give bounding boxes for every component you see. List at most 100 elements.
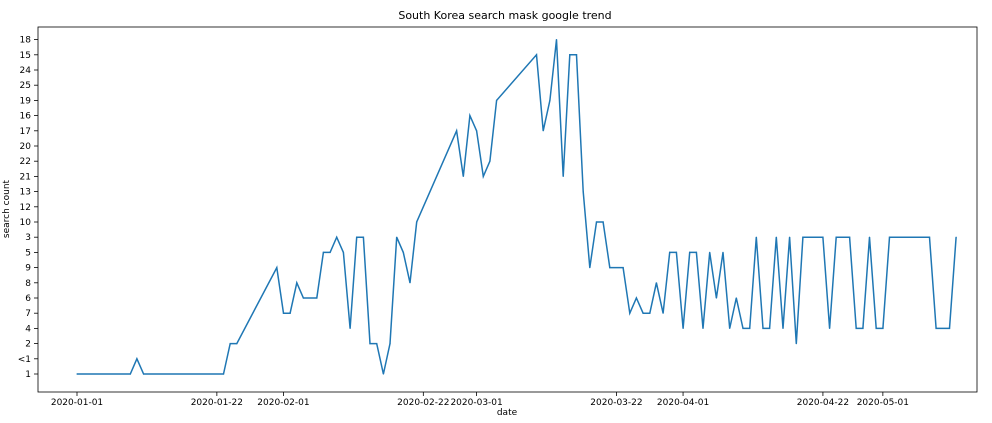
y-tick-label: 15 <box>20 51 31 61</box>
data-point <box>282 312 285 314</box>
x-tick-label: 2020-03-01 <box>450 398 502 408</box>
data-point <box>369 343 371 345</box>
data-point <box>276 267 278 269</box>
data-point <box>888 236 891 238</box>
y-tick-label: 16 <box>20 112 32 122</box>
y-tick-label: 19 <box>20 96 32 106</box>
y-tick-label: 3 <box>25 233 31 243</box>
data-point <box>296 282 298 284</box>
y-tick-label: 25 <box>20 81 31 91</box>
y-tick-label: 12 <box>20 203 31 213</box>
data-point <box>535 54 538 56</box>
data-point <box>709 251 711 253</box>
data-point <box>416 221 418 223</box>
data-point <box>948 327 951 329</box>
chart-title: South Korea search mask google trend <box>398 9 611 22</box>
data-point <box>689 251 691 253</box>
data-point <box>795 343 797 345</box>
data-point <box>229 343 231 345</box>
data-point <box>376 343 378 345</box>
data-point <box>675 251 678 253</box>
data-point <box>336 236 338 238</box>
x-tick-label: 2020-01-22 <box>191 398 243 408</box>
data-point <box>729 327 731 329</box>
data-point <box>802 236 804 238</box>
data-point <box>402 251 404 253</box>
data-point <box>649 312 651 314</box>
data-point <box>489 160 491 162</box>
data-point <box>316 297 318 299</box>
data-point <box>868 236 871 238</box>
y-tick-label: 18 <box>20 36 32 46</box>
x-tick-label: 2020-04-22 <box>797 398 849 408</box>
data-point <box>549 99 551 101</box>
x-tick-label: 2020-02-01 <box>257 398 309 408</box>
x-tick-label: 2020-03-22 <box>590 398 642 408</box>
x-axis-ticks: 2020-01-01 2020-01-22 2020-02-01 2020-02-22… <box>51 392 909 408</box>
data-point <box>396 236 398 238</box>
data-point <box>715 297 718 299</box>
data-point <box>882 327 884 329</box>
data-point <box>829 327 831 329</box>
data-point <box>575 54 578 56</box>
data-point <box>735 297 737 299</box>
data-point <box>349 327 351 329</box>
y-tick-label: 17 <box>20 127 31 137</box>
data-point <box>143 373 145 375</box>
data-point <box>222 373 225 375</box>
y-tick-label: 21 <box>20 172 31 182</box>
data-point <box>129 373 131 375</box>
y-tick-label: <1 <box>18 355 31 365</box>
x-tick-label: 2020-05-01 <box>857 398 909 408</box>
data-point <box>356 236 358 238</box>
data-point <box>669 251 671 253</box>
y-tick-label: 20 <box>20 142 32 152</box>
data-point <box>935 327 937 329</box>
y-tick-label: 8 <box>25 279 31 289</box>
data-point <box>722 251 724 253</box>
data-point <box>389 343 391 345</box>
data-point <box>476 130 478 132</box>
data-point <box>609 267 611 269</box>
data-point <box>702 327 704 329</box>
data-point <box>775 236 777 238</box>
data-point <box>236 343 238 345</box>
y-tick-label: 5 <box>25 248 31 258</box>
y-tick-label: 24 <box>20 66 32 76</box>
data-point <box>782 327 784 329</box>
data-point <box>322 251 324 253</box>
y-tick-label: 1 <box>25 370 31 380</box>
y-tick-label: 6 <box>25 294 31 304</box>
data-point <box>622 267 624 269</box>
data-point <box>749 327 751 329</box>
y-tick-label: 13 <box>20 188 31 198</box>
data-point <box>76 373 78 375</box>
data-point <box>456 130 458 132</box>
data-point <box>655 282 658 284</box>
data-point <box>742 327 744 329</box>
data-point <box>382 373 384 375</box>
data-point <box>469 115 471 117</box>
y-tick-label: 2 <box>25 340 31 350</box>
data-point <box>562 175 564 177</box>
data-point <box>582 191 584 193</box>
data-point <box>629 312 631 314</box>
data-point <box>855 327 857 329</box>
data-point <box>329 251 331 253</box>
data-point <box>769 327 771 329</box>
y-axis-label: search count <box>2 179 12 238</box>
data-point <box>302 297 304 299</box>
data-point <box>635 297 638 299</box>
data-point <box>289 312 291 314</box>
data-point <box>662 312 664 314</box>
data-point <box>928 236 931 238</box>
y-tick-label: 22 <box>20 157 31 167</box>
data-point <box>602 221 604 223</box>
data-point <box>136 358 138 360</box>
y-tick-label: 4 <box>25 324 31 334</box>
data-point <box>762 327 764 329</box>
data-point <box>695 251 698 253</box>
y-tick-label: 7 <box>25 309 31 319</box>
data-point <box>955 236 957 238</box>
